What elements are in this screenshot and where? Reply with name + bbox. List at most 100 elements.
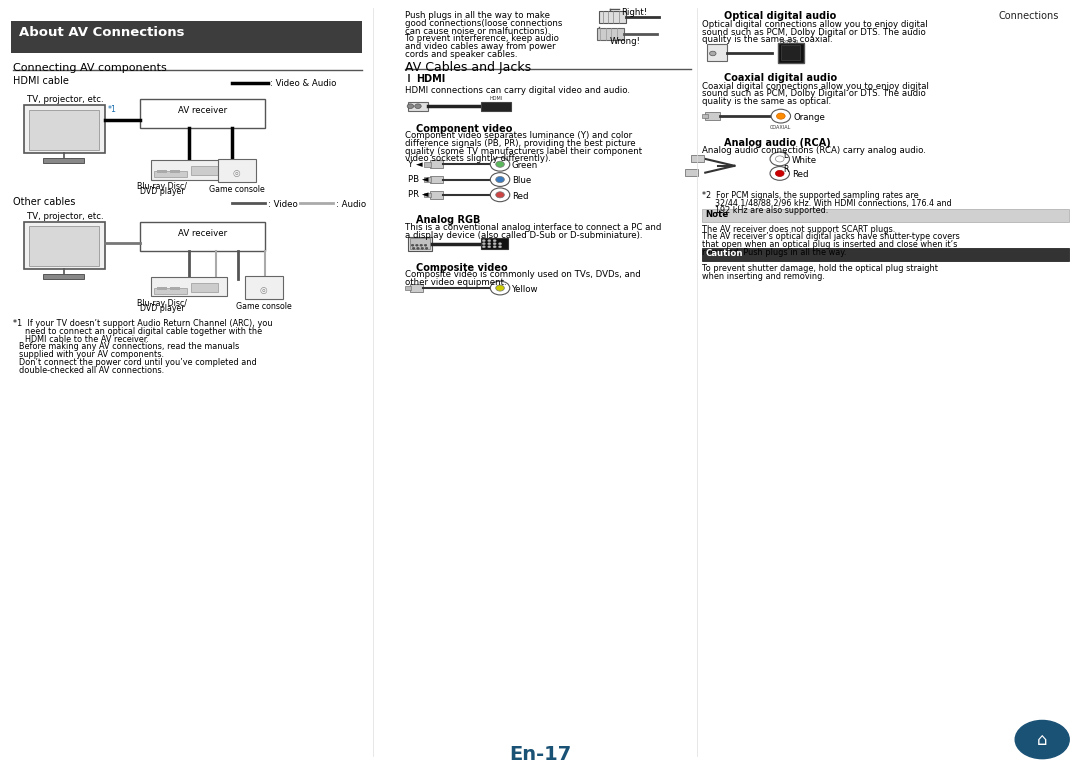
Text: HDMI: HDMI — [416, 74, 445, 84]
Text: Green: Green — [512, 161, 538, 170]
Text: *1: *1 — [108, 105, 117, 115]
Circle shape — [1015, 720, 1069, 759]
Bar — [154, 171, 187, 177]
Circle shape — [483, 243, 486, 244]
Circle shape — [483, 240, 486, 241]
Text: DVD player: DVD player — [139, 187, 185, 196]
Text: Red: Red — [512, 192, 528, 201]
Bar — [43, 158, 84, 163]
Bar — [430, 191, 443, 199]
Text: need to connect an optical digital cable together with the: need to connect an optical digital cable… — [25, 327, 262, 336]
Bar — [408, 74, 410, 82]
Text: To prevent interference, keep audio: To prevent interference, keep audio — [405, 34, 558, 44]
Text: Analog RGB: Analog RGB — [416, 215, 481, 225]
Text: : Video: : Video — [268, 200, 298, 209]
Circle shape — [496, 192, 504, 198]
Text: DVD player: DVD player — [139, 304, 185, 313]
Bar — [408, 237, 432, 251]
Circle shape — [490, 188, 510, 202]
Circle shape — [420, 244, 422, 246]
Text: 32/44.1/48/88.2/96 kHz. With HDMI connections, 176.4 and: 32/44.1/48/88.2/96 kHz. With HDMI connec… — [715, 199, 951, 208]
Text: PR ◄: PR ◄ — [408, 190, 429, 199]
Text: Before making any AV connections, read the manuals: Before making any AV connections, read t… — [19, 342, 240, 351]
Text: Note: Note — [705, 210, 729, 219]
Text: cords and speaker cables.: cords and speaker cables. — [405, 50, 517, 59]
Text: Yellow: Yellow — [512, 285, 539, 294]
Circle shape — [490, 281, 510, 295]
Text: quality is the same as coaxial.: quality is the same as coaxial. — [702, 35, 833, 44]
Circle shape — [490, 157, 510, 171]
Text: Connections: Connections — [998, 11, 1058, 21]
Text: The AV receiver’s optical digital jacks have shutter-type covers: The AV receiver’s optical digital jacks … — [702, 232, 960, 241]
Text: This is a conventional analog interface to connect a PC and: This is a conventional analog interface … — [405, 223, 661, 232]
Circle shape — [710, 51, 716, 56]
Text: sound such as PCM, Dolby Digital or DTS. The audio: sound such as PCM, Dolby Digital or DTS.… — [702, 89, 926, 99]
Bar — [707, 44, 727, 61]
Bar — [140, 99, 265, 128]
Circle shape — [488, 243, 490, 244]
Text: ◎: ◎ — [233, 169, 240, 178]
Bar — [11, 21, 362, 53]
Circle shape — [426, 248, 428, 249]
Circle shape — [421, 248, 423, 249]
Text: Game console: Game console — [208, 185, 265, 194]
Text: L: L — [783, 151, 787, 160]
Bar — [151, 277, 227, 296]
Bar — [778, 43, 804, 63]
Text: quality is the same as optical.: quality is the same as optical. — [702, 97, 832, 106]
Text: PB ◄: PB ◄ — [408, 175, 429, 184]
Text: Composite video: Composite video — [416, 263, 508, 273]
Text: : Audio: : Audio — [336, 200, 366, 209]
Bar — [43, 274, 84, 279]
Circle shape — [424, 244, 427, 246]
Bar — [430, 160, 443, 168]
Circle shape — [407, 104, 414, 108]
Circle shape — [494, 246, 497, 248]
Text: Analog audio (RCA): Analog audio (RCA) — [724, 138, 831, 147]
Bar — [410, 238, 430, 249]
Bar — [157, 170, 167, 173]
Bar — [24, 105, 105, 153]
Bar — [705, 112, 720, 120]
Circle shape — [775, 156, 784, 162]
Bar — [245, 276, 283, 299]
Bar — [29, 226, 99, 266]
Circle shape — [483, 246, 486, 248]
Text: Blu-ray Disc/: Blu-ray Disc/ — [137, 299, 187, 308]
Circle shape — [413, 248, 415, 249]
Text: HDMI: HDMI — [489, 96, 502, 101]
Circle shape — [494, 240, 497, 241]
Text: can cause noise or malfunctions).: can cause noise or malfunctions). — [405, 27, 551, 36]
Bar — [685, 169, 698, 176]
Circle shape — [411, 244, 414, 246]
Text: and video cables away from power: and video cables away from power — [405, 42, 555, 51]
Bar — [410, 284, 423, 292]
Circle shape — [416, 244, 418, 246]
Text: removed. Push plugs in all the way.: removed. Push plugs in all the way. — [702, 248, 847, 257]
Text: White: White — [792, 156, 816, 165]
Circle shape — [777, 113, 785, 119]
Bar — [140, 222, 265, 251]
Text: ◎: ◎ — [260, 286, 267, 295]
Text: ⌂: ⌂ — [1037, 730, 1048, 749]
Circle shape — [415, 104, 421, 108]
Text: HDMI cable to the AV receiver.: HDMI cable to the AV receiver. — [25, 335, 149, 344]
Text: that open when an optical plug is inserted and close when it’s: that open when an optical plug is insert… — [702, 240, 957, 249]
Text: Other cables: Other cables — [13, 197, 76, 207]
Text: Don’t connect the power cord until you’ve completed and: Don’t connect the power cord until you’v… — [19, 358, 257, 367]
Text: difference signals (PB, PR), providing the best picture: difference signals (PB, PR), providing t… — [405, 139, 636, 148]
Circle shape — [494, 243, 497, 244]
Bar — [151, 160, 227, 180]
Text: Wrong!: Wrong! — [610, 37, 642, 46]
Text: Right!: Right! — [621, 8, 647, 17]
Bar — [405, 286, 411, 290]
Bar — [597, 28, 624, 40]
Circle shape — [417, 248, 419, 249]
Text: other video equipment.: other video equipment. — [405, 278, 507, 287]
Bar — [481, 238, 508, 249]
Bar — [24, 222, 105, 269]
Text: when inserting and removing.: when inserting and removing. — [702, 272, 825, 281]
Text: Component video: Component video — [416, 124, 512, 134]
Bar — [170, 170, 180, 173]
Circle shape — [770, 167, 789, 180]
